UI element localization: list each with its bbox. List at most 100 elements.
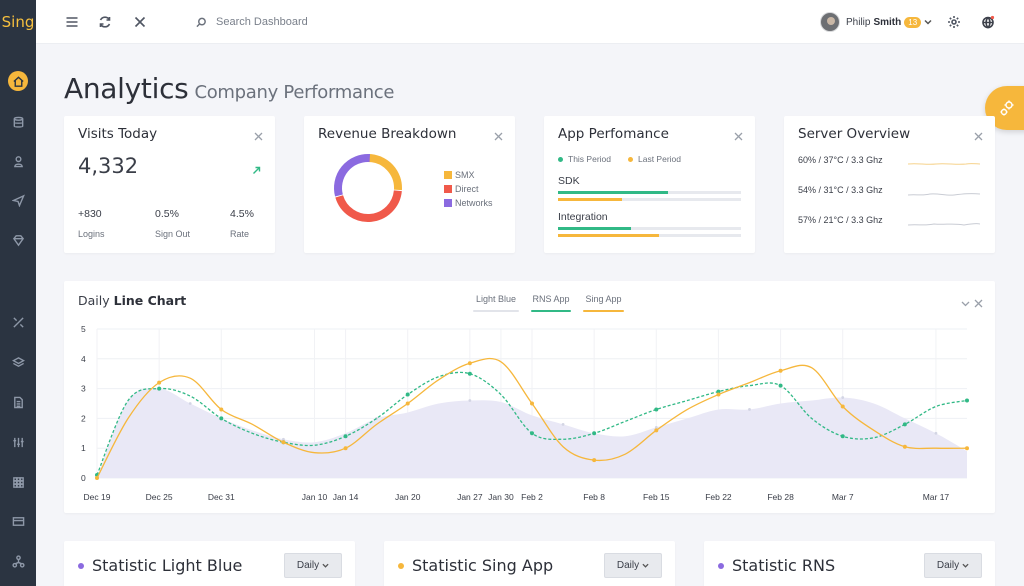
app-perf-title: App Perfomance bbox=[558, 126, 669, 142]
data-point-light-blue bbox=[561, 422, 565, 426]
data-point-light-blue bbox=[468, 399, 472, 402]
data-point-rns-app bbox=[467, 371, 472, 376]
data-point-sing-app bbox=[157, 380, 162, 385]
sidebar-item-grid[interactable] bbox=[8, 472, 28, 492]
data-point-light-blue bbox=[282, 437, 285, 441]
close-icon[interactable] bbox=[254, 128, 263, 141]
sidebar-item-database[interactable] bbox=[8, 112, 28, 132]
collapse-icon[interactable] bbox=[961, 295, 970, 307]
tab-light-blue[interactable]: Light Blue bbox=[473, 294, 519, 312]
donut-slice-direct bbox=[335, 190, 402, 222]
dropdown-label: Daily bbox=[616, 560, 640, 571]
refresh-button[interactable] bbox=[95, 12, 115, 32]
sliders-icon bbox=[12, 437, 24, 447]
data-point-rns-app bbox=[965, 398, 969, 403]
sidebar-item-layers[interactable] bbox=[8, 352, 28, 372]
bar-label-sdk: SDK bbox=[558, 175, 580, 187]
y-tick-label: 2 bbox=[81, 413, 86, 423]
close-button[interactable] bbox=[130, 12, 150, 32]
data-point-rns-app bbox=[219, 416, 224, 421]
app-logo[interactable]: Sing bbox=[1, 13, 35, 31]
data-point-light-blue bbox=[841, 396, 845, 399]
sidebar-item-settings[interactable] bbox=[8, 551, 28, 571]
legend-label: This Period bbox=[568, 154, 611, 164]
bar-track-sdk-this bbox=[558, 191, 741, 194]
search-input[interactable] bbox=[216, 16, 466, 28]
daily-dropdown[interactable]: Daily bbox=[284, 553, 342, 578]
y-tick-label: 5 bbox=[81, 324, 86, 334]
bar-track-sdk-last bbox=[558, 198, 741, 201]
daily-dropdown[interactable]: Daily bbox=[924, 553, 982, 578]
stat-logins: +830 Logins bbox=[78, 208, 105, 239]
close-icon bbox=[134, 16, 146, 28]
bar-fill-this bbox=[558, 191, 668, 194]
gear-icon bbox=[948, 16, 960, 28]
chart-title-prefix: Daily bbox=[78, 293, 110, 308]
data-point-rns-app bbox=[778, 383, 783, 388]
sidebar-item-diamond[interactable] bbox=[8, 230, 28, 250]
search-icon bbox=[196, 17, 206, 27]
chevron-down-icon bbox=[642, 563, 649, 568]
search-bar bbox=[196, 12, 496, 32]
page-title: Analytics Company Performance bbox=[64, 72, 394, 105]
user-last-name: Smith bbox=[873, 16, 902, 28]
data-point-rns-app bbox=[902, 422, 907, 427]
data-point-rns-app bbox=[840, 434, 845, 439]
tab-label: Light Blue bbox=[475, 294, 517, 304]
stat-value: +830 bbox=[78, 208, 102, 220]
revenue-title: Revenue Breakdown bbox=[318, 126, 457, 142]
y-tick-label: 0 bbox=[81, 473, 86, 483]
user-menu[interactable]: Philip Smith 13 bbox=[820, 11, 932, 33]
x-tick-label: Jan 27 bbox=[457, 492, 483, 502]
arrow-up-right-icon bbox=[252, 162, 261, 174]
page-title-text: Analytics bbox=[64, 72, 189, 105]
x-tick-label: Jan 30 bbox=[488, 492, 514, 502]
sidebar-item-sliders[interactable] bbox=[8, 432, 28, 452]
menu-icon bbox=[66, 17, 78, 27]
close-icon[interactable] bbox=[974, 128, 983, 141]
sidebar-item-user[interactable] bbox=[8, 151, 28, 171]
stat-label: Rate bbox=[230, 229, 250, 239]
chart-title: Daily Line Chart bbox=[78, 293, 186, 308]
x-tick-label: Jan 20 bbox=[395, 492, 421, 502]
avatar bbox=[820, 12, 840, 32]
bar-fill-this bbox=[558, 227, 632, 230]
bar-fill-last bbox=[558, 198, 623, 201]
statistic-title-text: Statistic RNS bbox=[732, 556, 836, 575]
data-point-sing-app bbox=[840, 404, 845, 409]
close-icon[interactable] bbox=[734, 128, 743, 141]
refresh-icon bbox=[99, 16, 111, 28]
visits-card: Visits Today 4,332 +830 Logins 0.5% Sign… bbox=[64, 116, 275, 253]
sidebar-item-home[interactable] bbox=[8, 71, 28, 91]
sidebar-item-document[interactable] bbox=[8, 392, 28, 412]
sidebar-item-send[interactable] bbox=[8, 190, 28, 210]
tab-underline bbox=[583, 310, 624, 312]
x-tick-label: Dec 19 bbox=[84, 492, 111, 502]
donut-slice-smx bbox=[367, 154, 402, 191]
stat-value: 0.5% bbox=[155, 208, 179, 220]
close-icon[interactable] bbox=[494, 128, 503, 141]
tab-rns-app[interactable]: RNS App bbox=[531, 294, 571, 312]
server-row-3: 57% / 21°C / 3.3 Ghz bbox=[798, 215, 883, 225]
globe-button[interactable] bbox=[978, 12, 998, 32]
chevron-down-icon bbox=[962, 563, 969, 568]
data-point-light-blue bbox=[934, 431, 938, 435]
data-point-rns-app bbox=[343, 434, 348, 439]
send-icon bbox=[11, 193, 25, 207]
x-tick-label: Mar 7 bbox=[832, 492, 854, 502]
x-tick-label: Feb 22 bbox=[705, 492, 732, 502]
y-tick-label: 1 bbox=[81, 443, 86, 453]
tab-sing-app[interactable]: Sing App bbox=[583, 294, 624, 312]
bar-label-integration: Integration bbox=[558, 211, 608, 223]
sidebar-item-tools[interactable] bbox=[8, 312, 28, 332]
close-icon[interactable] bbox=[974, 295, 983, 308]
legend-direct: Direct bbox=[444, 184, 479, 194]
gears-icon bbox=[1000, 100, 1014, 116]
menu-button[interactable] bbox=[62, 12, 82, 32]
x-tick-label: Feb 28 bbox=[767, 492, 794, 502]
settings-button[interactable] bbox=[944, 12, 964, 32]
sidebar-item-card[interactable] bbox=[8, 511, 28, 531]
daily-dropdown[interactable]: Daily bbox=[604, 553, 662, 578]
chart-title-bold: Line Chart bbox=[113, 293, 187, 308]
data-point-light-blue bbox=[748, 408, 751, 411]
